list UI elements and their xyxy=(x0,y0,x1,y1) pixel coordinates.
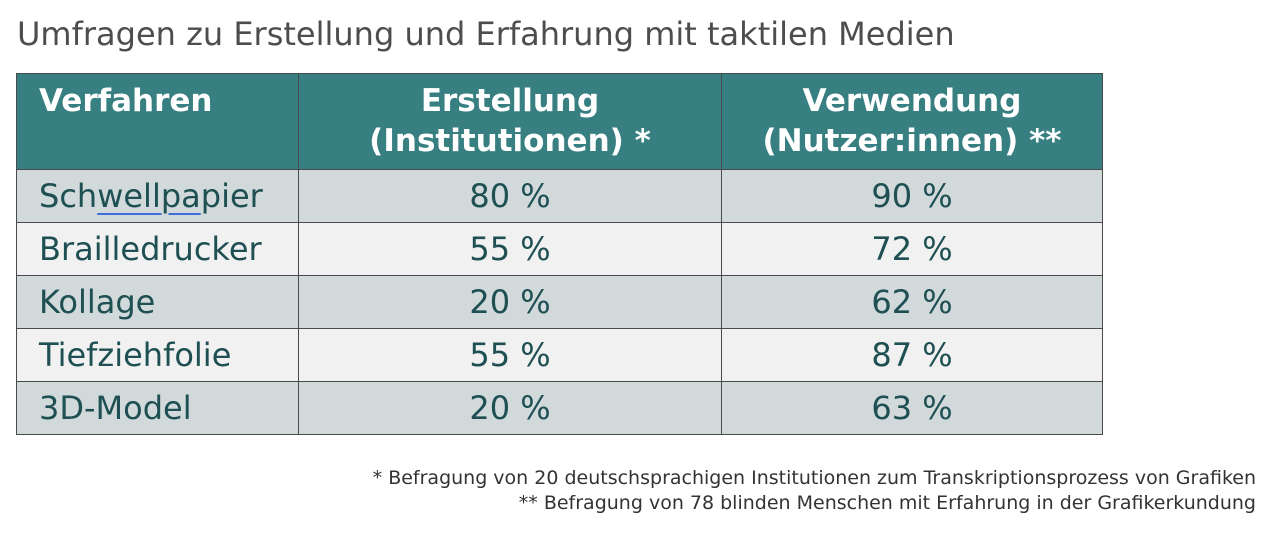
spellcheck-marked-text[interactable]: wellpa xyxy=(97,177,201,215)
cell-creation: 55 % xyxy=(298,222,722,276)
cell-usage: 72 % xyxy=(721,222,1103,276)
table-row: Kollage 20 % 62 % xyxy=(16,275,1103,329)
cell-method: Kollage xyxy=(16,275,299,329)
table-row: Schwellpapier 80 % 90 % xyxy=(16,169,1103,223)
cell-usage: 87 % xyxy=(721,328,1103,382)
table-row: Brailledrucker 55 % 72 % xyxy=(16,222,1103,276)
header-verfahren-label: Verfahren xyxy=(39,83,213,119)
cell-method: 3D-Model xyxy=(16,381,299,435)
cell-usage: 90 % xyxy=(721,169,1103,223)
footnote-institutions: * Befragung von 20 deutschsprachigen Ins… xyxy=(372,467,1256,489)
header-verfahren: Verfahren xyxy=(16,73,299,170)
method-text-end: pier xyxy=(200,177,263,215)
table-row: Tiefziehfolie 55 % 87 % xyxy=(16,328,1103,382)
table-body: Schwellpapier 80 % 90 % Brailledrucker 5… xyxy=(16,169,1103,435)
cell-creation: 20 % xyxy=(298,381,722,435)
cell-method: Brailledrucker xyxy=(16,222,299,276)
cell-method: Schwellpapier xyxy=(16,169,299,223)
table-header: Verfahren Erstellung (Institutionen) * V… xyxy=(16,73,1103,170)
footnote-users: ** Befragung von 78 blinden Menschen mit… xyxy=(518,492,1256,514)
table-row: 3D-Model 20 % 63 % xyxy=(16,381,1103,435)
header-row: Verfahren Erstellung (Institutionen) * V… xyxy=(16,73,1103,170)
footnotes: * Befragung von 20 deutschsprachigen Ins… xyxy=(373,466,1256,516)
header-erstellung: Erstellung (Institutionen) * xyxy=(298,73,722,170)
survey-table: Verfahren Erstellung (Institutionen) * V… xyxy=(16,73,1103,435)
header-verwendung: Verwendung (Nutzer:innen) ** xyxy=(721,73,1103,170)
method-text-start: Sch xyxy=(39,177,98,215)
header-verwendung-line1: Verwendung xyxy=(802,83,1022,119)
cell-creation: 55 % xyxy=(298,328,722,382)
cell-usage: 62 % xyxy=(721,275,1103,329)
cell-creation: 20 % xyxy=(298,275,722,329)
cell-creation: 80 % xyxy=(298,169,722,223)
header-erstellung-line2: (Institutionen) * xyxy=(369,123,651,159)
header-erstellung-line1: Erstellung xyxy=(420,83,600,119)
cell-method: Tiefziehfolie xyxy=(16,328,299,382)
header-verwendung-line2: (Nutzer:innen) ** xyxy=(762,123,1062,159)
page-title: Umfragen zu Erstellung und Erfahrung mit… xyxy=(17,15,955,53)
cell-usage: 63 % xyxy=(721,381,1103,435)
